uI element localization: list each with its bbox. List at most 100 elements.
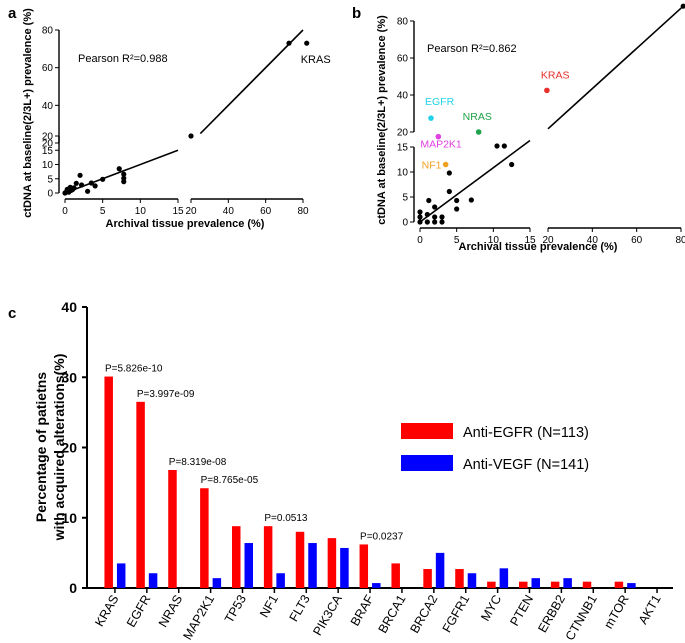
data-point xyxy=(100,176,106,182)
bar-anti-egfr-flt3 xyxy=(295,531,305,588)
data-point-nf1 xyxy=(442,161,449,168)
data-point xyxy=(85,188,91,194)
data-point xyxy=(304,40,310,46)
y-tick-label: 80 xyxy=(397,17,409,28)
data-point xyxy=(417,219,423,225)
p-value-map2k1: P=8.765e-05 xyxy=(201,475,259,486)
data-point xyxy=(494,143,500,149)
y-axis-label-line: Percentage of patietns xyxy=(33,372,49,522)
x-tick-label: 40 xyxy=(223,206,235,217)
data-point-egfr xyxy=(428,115,434,121)
data-point xyxy=(432,214,438,220)
x-tick-label: FGFR1 xyxy=(440,592,473,635)
x-tick-label: 40 xyxy=(587,235,599,246)
bar-anti-egfr-map2k1 xyxy=(200,488,209,588)
p-value-nras: P=8.319e-08 xyxy=(169,457,227,468)
legend-label-anti-egfr: Anti-EGFR (N=113) xyxy=(463,425,589,441)
bar-anti-egfr-pik3ca xyxy=(327,538,337,588)
data-point xyxy=(77,172,83,178)
x-tick-label: 10 xyxy=(488,235,500,246)
data-point xyxy=(432,219,438,225)
legend-label-anti-vegf: Anti-VEGF (N=141) xyxy=(463,457,589,473)
data-point xyxy=(432,204,438,210)
x-tick-label: EGFR xyxy=(124,593,153,630)
x-tick-label: BRCA2 xyxy=(407,592,440,635)
bar-anti-vegf-flt3 xyxy=(308,543,317,588)
bar-anti-vegf-braf xyxy=(372,583,381,588)
x-tick-label: FLT3 xyxy=(287,592,313,624)
data-point xyxy=(501,143,507,149)
x-axis-label: Archival tissue prevalence (%) xyxy=(459,241,618,253)
x-tick-label: MAP2K1 xyxy=(180,592,217,642)
data-point xyxy=(286,40,292,46)
x-tick-label: 20 xyxy=(185,206,197,217)
bar-anti-egfr-braf xyxy=(359,544,369,588)
bar-anti-vegf-myc xyxy=(499,568,509,588)
data-point xyxy=(446,188,452,195)
x-tick-label: 10 xyxy=(135,206,147,217)
y-tick-label: 5 xyxy=(47,174,53,185)
y-tick-label: 40 xyxy=(42,101,54,112)
x-tick-label: 0 xyxy=(417,235,423,246)
point-label-map2k1: MAP2K1 xyxy=(420,139,462,151)
data-point-map2k1 xyxy=(435,133,442,140)
p-value-nf1: P=0.0513 xyxy=(264,513,308,524)
y-tick-label: 40 xyxy=(397,91,409,102)
bar-anti-egfr-myc xyxy=(487,581,496,588)
y-tick-label: 5 xyxy=(402,193,408,204)
data-point xyxy=(188,133,194,139)
data-point xyxy=(116,166,122,172)
bar-anti-egfr-tp53 xyxy=(232,526,241,588)
x-tick-label: PTEN xyxy=(507,593,536,629)
p-value-egfr: P=3.997e-09 xyxy=(137,389,195,400)
bar-anti-vegf-nf1 xyxy=(276,573,285,588)
y-tick-label: 80 xyxy=(42,26,54,37)
panel-label-a: a xyxy=(8,5,17,22)
data-point xyxy=(439,214,445,220)
x-tick-label: AKT1 xyxy=(636,592,664,626)
bar-anti-egfr-kras xyxy=(104,376,113,588)
y-tick-label: 10 xyxy=(61,510,77,526)
data-point xyxy=(121,171,127,177)
data-point xyxy=(71,185,77,191)
y-tick-label: 20 xyxy=(42,139,54,150)
y-axis-label-line: with acquired alterations(%) xyxy=(51,354,67,542)
fit-line-lower xyxy=(419,139,531,223)
x-tick-label: 80 xyxy=(675,235,685,246)
y-axis-label: ctDNA at baseline(2/3L+) prevalence (%) xyxy=(22,8,34,218)
bar-anti-vegf-brca2 xyxy=(435,552,445,588)
y-tick-label: 20 xyxy=(42,132,54,143)
y-tick-label: 10 xyxy=(42,160,54,171)
y-tick-label: 15 xyxy=(42,146,54,157)
y-tick-label: 0 xyxy=(402,218,408,229)
data-point xyxy=(78,182,85,188)
y-tick-label: 60 xyxy=(42,63,54,74)
p-value-kras: P=5.826e-10 xyxy=(105,364,163,375)
data-point xyxy=(446,170,452,176)
bar-anti-vegf-erbb2 xyxy=(563,578,572,588)
x-tick-label: 5 xyxy=(100,206,106,217)
pearson-annotation: Pearson R²=0.862 xyxy=(427,43,517,55)
x-tick-label: NRAS xyxy=(156,593,185,630)
x-tick-label: MYC xyxy=(478,593,504,624)
bar-anti-vegf-map2k1 xyxy=(212,578,222,588)
y-tick-label: 40 xyxy=(61,299,77,315)
legend-swatch-anti-egfr xyxy=(401,423,453,439)
point-label-kras: KRAS xyxy=(541,69,570,81)
scatter-panel-b: 0 5 10 15 20 40 60 80 0 5 10 15 20 40 60 80 Pearson R²=0… xyxy=(376,3,685,253)
bar-anti-egfr-erbb2 xyxy=(550,581,560,588)
bar-anti-egfr-brca1 xyxy=(391,563,400,588)
data-point xyxy=(121,179,127,185)
x-tick-label: PIK3CA xyxy=(310,592,345,638)
y-tick-label: 20 xyxy=(397,128,409,139)
x-tick-label: KRAS xyxy=(92,593,121,629)
x-tick-label: CTNNB1 xyxy=(563,592,600,642)
point-label-nf1: NF1 xyxy=(422,160,442,172)
x-tick-label: BRCA1 xyxy=(376,592,409,635)
x-tick-label: TP53 xyxy=(222,592,249,625)
bar-anti-vegf-pten xyxy=(531,578,540,588)
y-tick-label: 15 xyxy=(397,143,409,154)
bar-anti-vegf-pik3ca xyxy=(340,547,349,588)
data-point xyxy=(439,219,445,225)
